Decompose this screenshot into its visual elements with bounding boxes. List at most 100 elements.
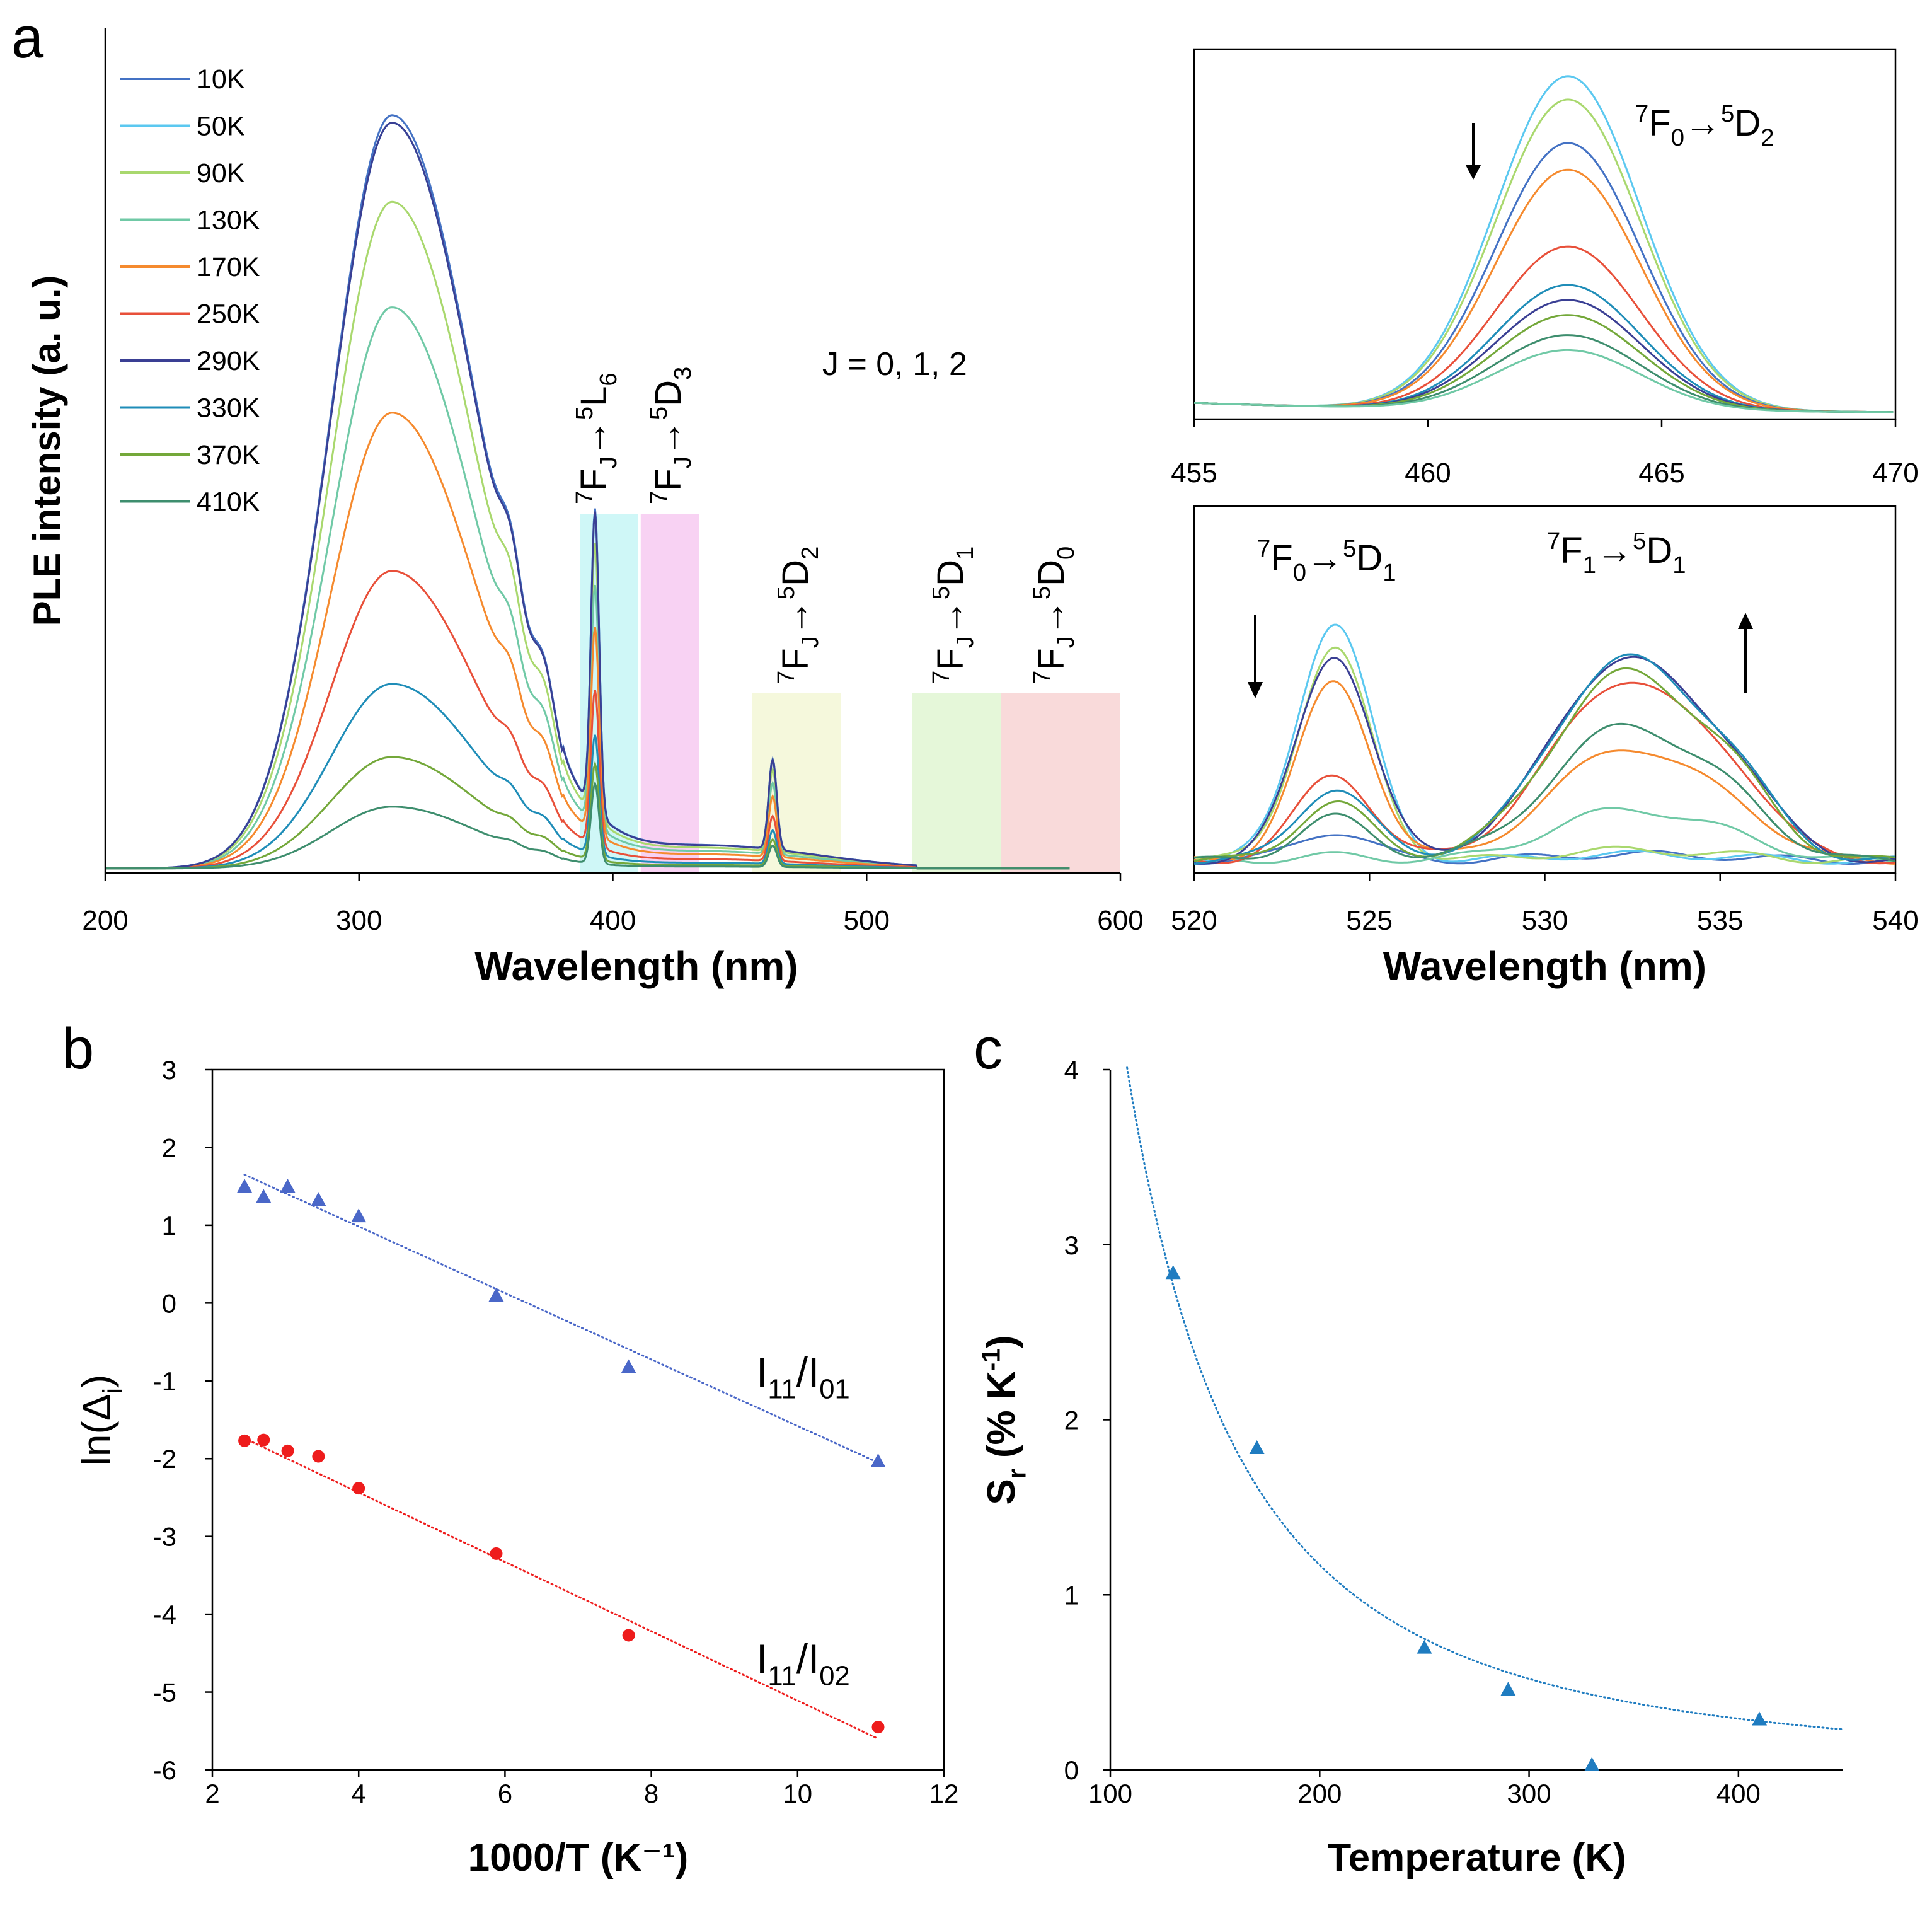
data-point-circle: [312, 1450, 325, 1463]
x-tick-label: 535: [1697, 905, 1743, 936]
transition-label-0-part: D: [1356, 538, 1383, 579]
band-label: 7FJ→5D0: [1028, 546, 1079, 684]
y-tick-label: 4: [1064, 1055, 1079, 1085]
data-point-triangle: [280, 1179, 296, 1193]
series-label-part: I: [756, 1636, 768, 1682]
x-tick-label: 470: [1872, 458, 1918, 488]
data-point-triangle: [256, 1189, 272, 1203]
x-tick-label: 2: [205, 1779, 219, 1808]
inset-top-series: [1193, 349, 1894, 413]
inset-top-series: [1193, 334, 1894, 413]
band-label-part: J: [952, 636, 979, 648]
data-point-triangle: [1752, 1711, 1768, 1726]
x-tick-label: 8: [644, 1779, 658, 1808]
j-annotation: J = 0, 1, 2: [822, 346, 967, 383]
transition-label-part: →: [1684, 103, 1721, 144]
band-label-part: →: [930, 599, 971, 636]
band-label-part: 1: [952, 546, 979, 560]
legend-label: 410K: [197, 487, 260, 517]
series-label-part: 01: [819, 1374, 849, 1404]
transition-label-1-part: 7: [1547, 528, 1560, 555]
inset-bottom-series: [1193, 646, 1896, 864]
transition-label: 7F0→5D2: [1635, 100, 1774, 151]
x-tick-label: 500: [844, 905, 890, 936]
fit-line: [243, 1437, 880, 1740]
legend-label: 290K: [197, 346, 260, 376]
x-tick-label: 10: [783, 1779, 812, 1808]
series-label-part: 02: [819, 1661, 849, 1691]
x-tick-label: 600: [1097, 905, 1143, 936]
band-label-part: 5: [773, 586, 800, 599]
data-point-circle: [257, 1433, 270, 1447]
inset-bottom-series: [1193, 722, 1896, 862]
band-label-part: →: [775, 599, 816, 636]
data-point-triangle: [621, 1359, 636, 1373]
inset-bottom-series: [1193, 667, 1896, 862]
inset-bottom-series: [1193, 807, 1896, 864]
transition-label-1-part: →: [1596, 530, 1633, 571]
series-label-part: 11: [768, 1374, 796, 1404]
inset-top-series: [1193, 284, 1894, 413]
band-label-part: 0: [1052, 546, 1079, 560]
y-axis-title-part: (% K: [980, 1371, 1023, 1469]
band-label-part: J: [1052, 636, 1079, 648]
transition-label-0-part: F: [1270, 538, 1292, 579]
inset-top-series: [1193, 245, 1894, 413]
inset-bottom-series: [1193, 681, 1896, 865]
plot-frame: [1193, 48, 1897, 420]
transition-label-1: 7F1→5D1: [1547, 528, 1686, 579]
band-label-part: D: [648, 380, 689, 407]
panel-label-a: a: [11, 6, 44, 70]
transition-label-0: 7F0→5D1: [1257, 535, 1396, 586]
x-axis-title: Temperature (K): [1327, 1836, 1626, 1880]
x-tick-label: 400: [1716, 1779, 1761, 1808]
y-axis-title: Sr (% K-1): [976, 1335, 1031, 1505]
y-tick-label: -1: [153, 1366, 176, 1396]
x-tick-label: 540: [1872, 905, 1918, 936]
data-point-circle: [238, 1434, 251, 1447]
x-axis-title: 1000/T (K⁻¹): [468, 1836, 689, 1880]
band-label-part: 7: [928, 671, 955, 684]
y-tick-label: -3: [153, 1522, 176, 1552]
inset-top-series: [1193, 75, 1894, 413]
inset-top-series: [1193, 314, 1894, 413]
data-point-triangle: [488, 1287, 504, 1302]
y-axis-title-part: -1: [976, 1348, 1005, 1371]
up-arrow-head: [1738, 613, 1753, 629]
y-axis-title-part: ): [74, 1375, 119, 1388]
y-tick-label: 1: [162, 1211, 176, 1240]
inset-top-series: [1193, 299, 1894, 413]
down-arrow-head: [1466, 165, 1481, 180]
band-label-part: 7: [773, 671, 800, 684]
x-tick-label: 100: [1088, 1779, 1132, 1808]
band-1: [640, 514, 699, 873]
data-point-triangle: [351, 1208, 367, 1223]
band-3: [912, 693, 1001, 873]
band-label-part: →: [573, 420, 614, 456]
data-point-triangle: [237, 1179, 253, 1193]
y-axis-title-part: r: [1002, 1469, 1031, 1479]
band-label-part: 7: [645, 491, 672, 504]
data-point-circle: [352, 1482, 365, 1495]
band-label-part: 5: [571, 407, 598, 420]
x-tick-label: 6: [498, 1779, 512, 1808]
transition-label-part: 5: [1721, 100, 1734, 127]
band-label: 7FJ→5D3: [645, 367, 696, 504]
band-label-part: 5: [645, 407, 672, 420]
x-tick-label: 455: [1171, 458, 1217, 488]
data-point-triangle: [1165, 1265, 1181, 1280]
series-label: I11/I01: [756, 1349, 850, 1404]
y-axis-title-part: ln(Δ: [74, 1394, 119, 1465]
x-tick-label: 400: [590, 905, 636, 936]
transition-label-part: 2: [1761, 124, 1774, 151]
band-label-part: F: [930, 648, 971, 670]
legend-label: 10K: [197, 64, 245, 95]
band-label-part: 5: [928, 586, 955, 599]
legend-label: 90K: [197, 158, 245, 188]
series-line-410K: [105, 780, 1070, 870]
series-label-part: /I: [796, 1349, 820, 1395]
y-tick-label: 3: [1064, 1230, 1079, 1260]
band-label-part: 5: [1028, 586, 1055, 599]
x-tick-label: 12: [929, 1779, 959, 1808]
